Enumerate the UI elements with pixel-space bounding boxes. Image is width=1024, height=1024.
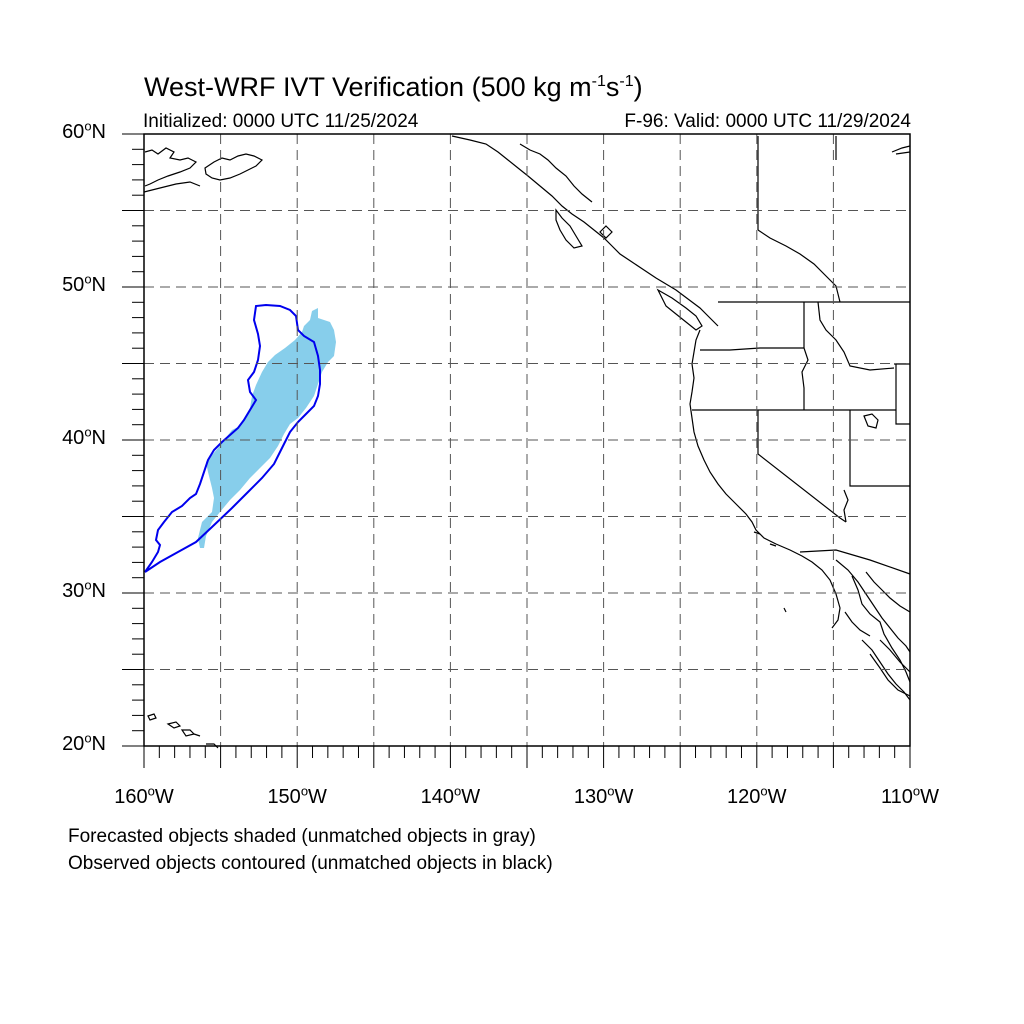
coastline-borders xyxy=(143,135,911,749)
lon-tick-label: 150oW xyxy=(267,783,327,808)
initialized-label: Initialized: 0000 UTC 11/25/2024 xyxy=(143,111,419,132)
lat-tick-label: 60oN xyxy=(62,118,106,143)
lat-tick-label: 30oN xyxy=(62,577,106,602)
lon-tick-label: 110oW xyxy=(880,783,939,808)
lat-tick-label: 50oN xyxy=(62,271,106,296)
valid-time-label: F-96: Valid: 0000 UTC 11/29/2024 xyxy=(624,111,911,132)
forecast-object-shaded xyxy=(198,308,336,548)
lon-tick-label: 160oW xyxy=(114,783,174,808)
lat-tick-label: 20oN xyxy=(62,730,106,755)
lat-tick-label: 40oN xyxy=(62,424,106,449)
map-frame xyxy=(122,133,911,768)
lon-tick-label: 140oW xyxy=(420,783,481,808)
observed-object-contour xyxy=(144,303,321,573)
caption-forecast: Forecasted objects shaded (unmatched obj… xyxy=(68,826,536,847)
graticule xyxy=(144,134,910,746)
lon-tick-label: 120oW xyxy=(727,783,787,808)
lon-tick-label: 130oW xyxy=(573,783,634,808)
caption-observed: Observed objects contoured (unmatched ob… xyxy=(68,853,553,874)
map-title: West-WRF IVT Verification (500 kg m-1s-1… xyxy=(144,72,643,102)
